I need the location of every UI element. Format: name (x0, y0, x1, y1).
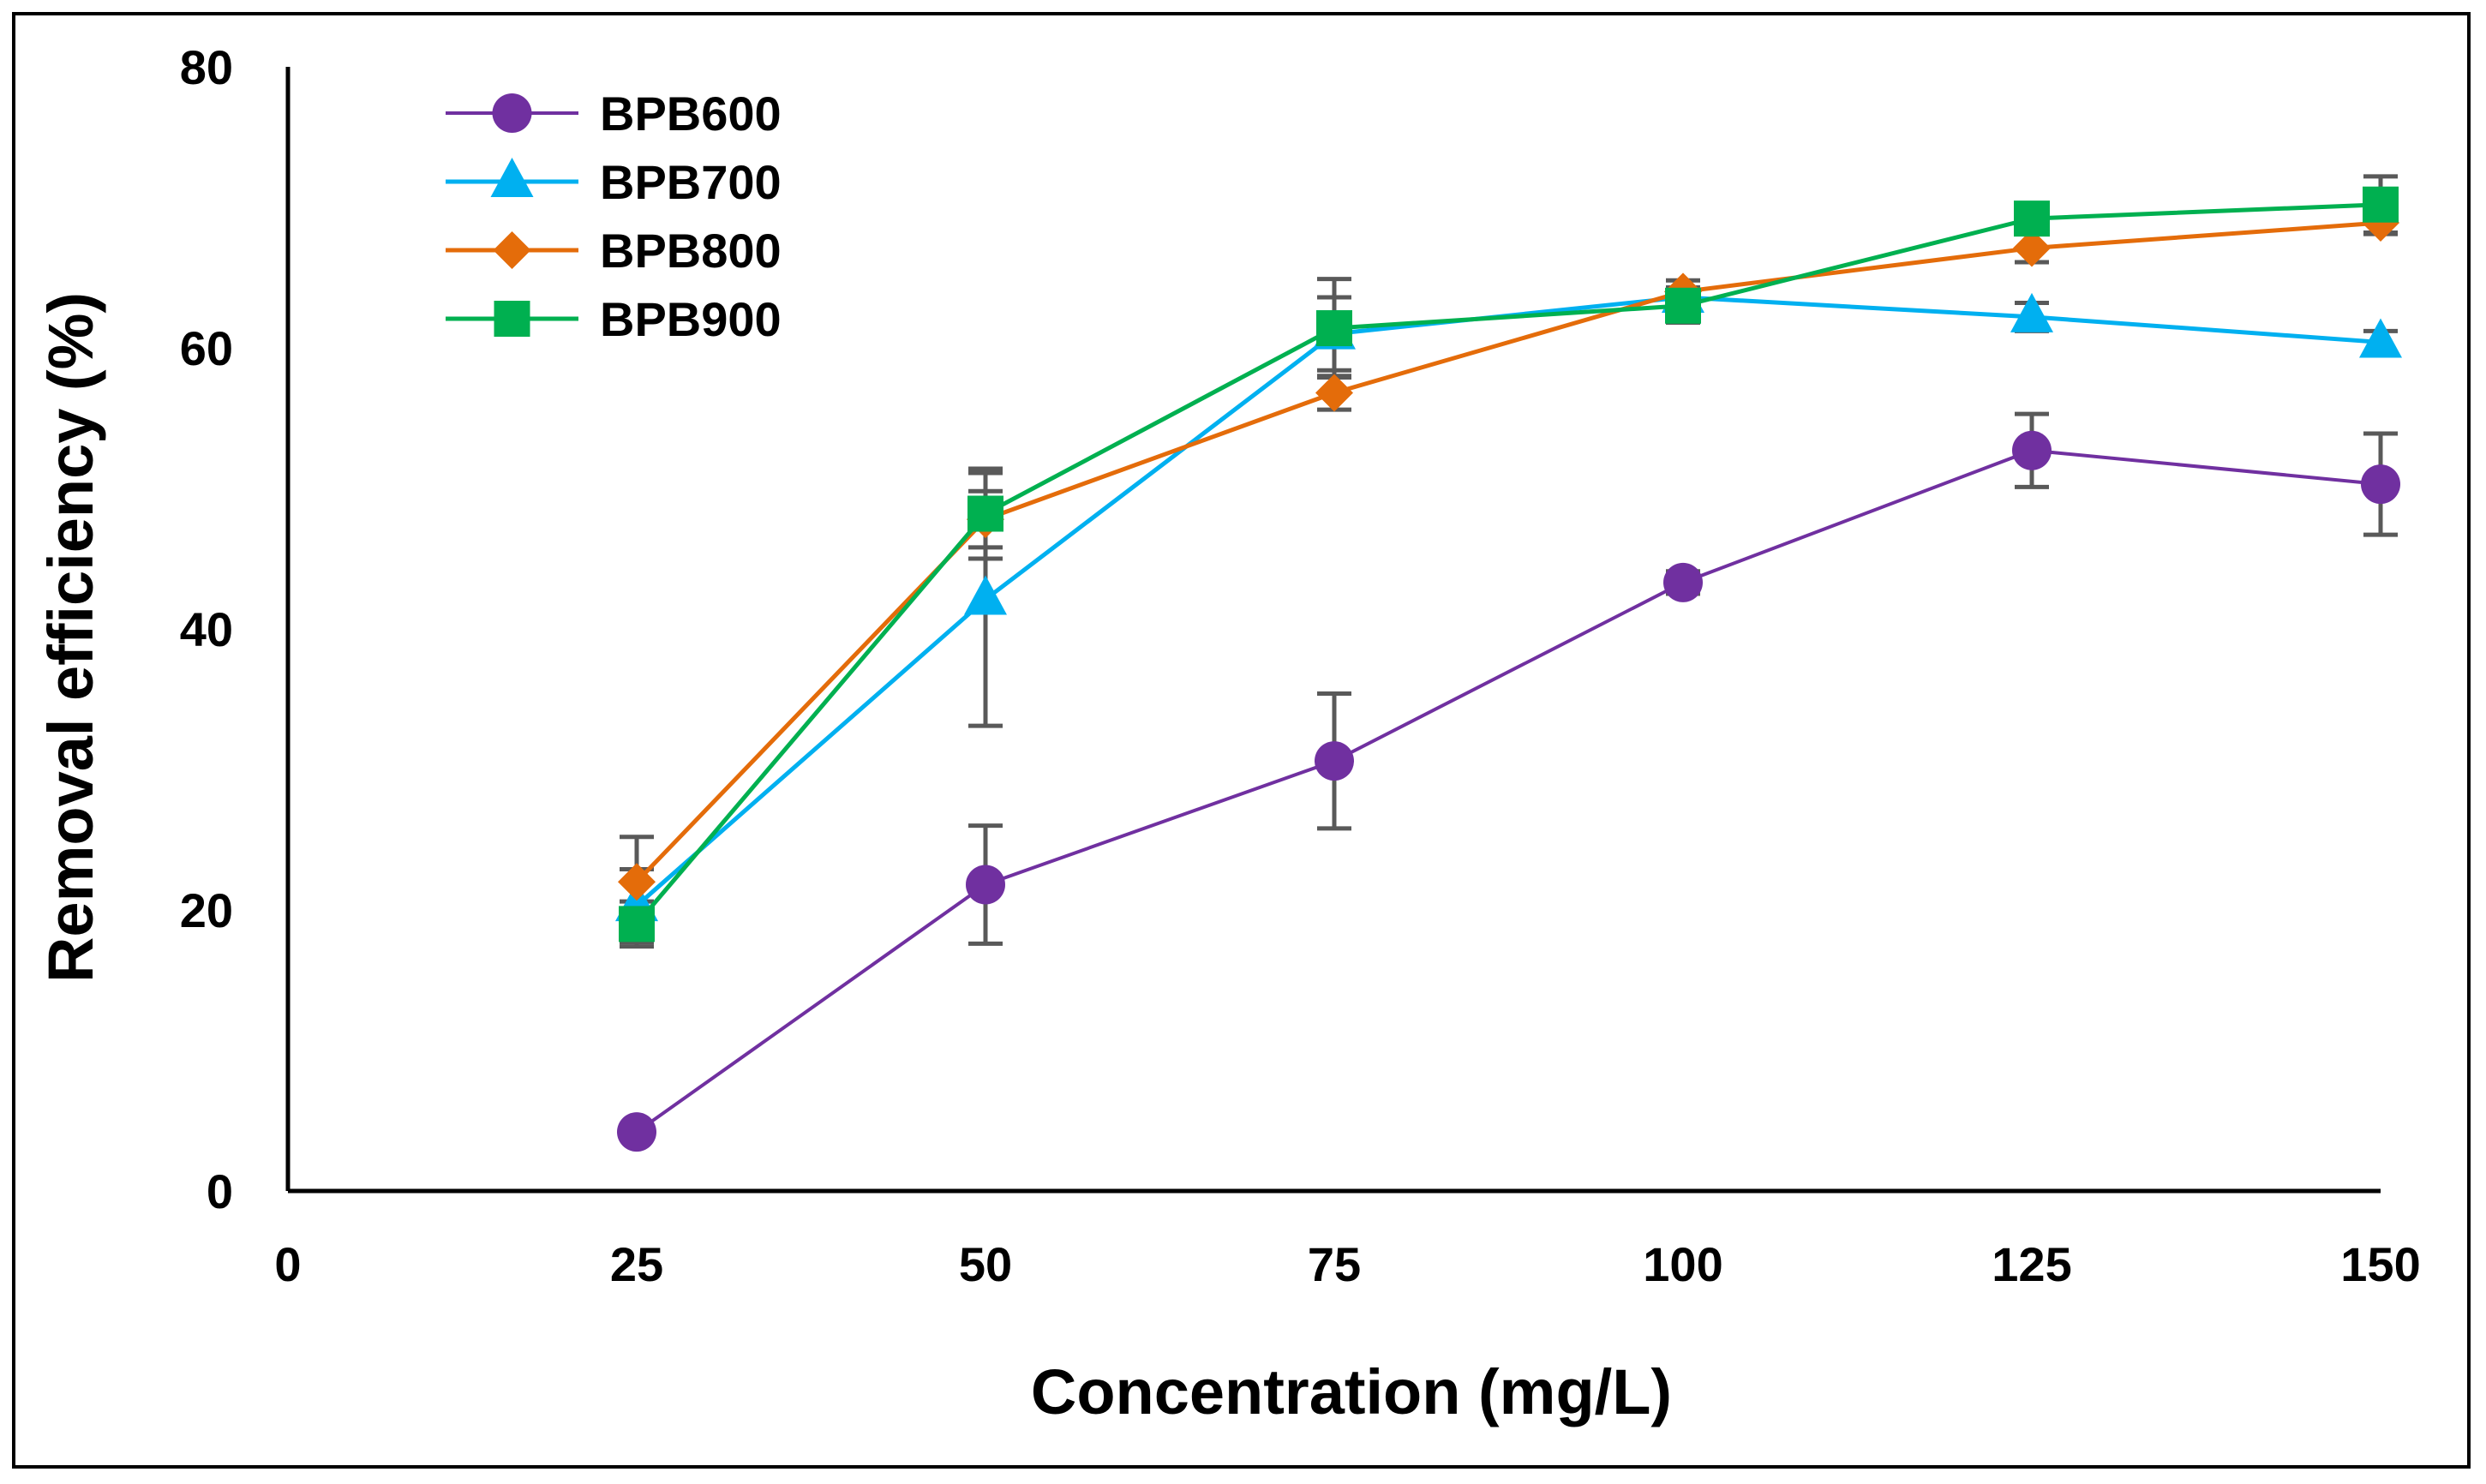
y-tick-label: 80 (180, 40, 233, 94)
data-point (2014, 200, 2050, 237)
data-point (966, 865, 1005, 905)
series-bpb800 (618, 204, 2399, 901)
legend-marker (490, 158, 534, 197)
legend-item-bpb600[interactable]: BPB600 (446, 87, 782, 141)
series-line (635, 448, 2381, 1134)
legend-label: BPB600 (600, 87, 782, 141)
series-line (635, 295, 2381, 907)
legend-item-bpb700[interactable]: BPB700 (446, 155, 782, 209)
data-point (1315, 374, 1353, 412)
y-tick-label: 0 (207, 1164, 233, 1218)
data-point (618, 863, 656, 901)
axes (285, 67, 2381, 1194)
chart-frame (12, 12, 2471, 1469)
data-point (1316, 310, 1352, 347)
y-tick-label: 40 (180, 602, 233, 656)
data-point (2362, 204, 2399, 242)
series-bpb700 (615, 272, 2402, 922)
x-axis-title: Concentration (mg/L) (1031, 1356, 1672, 1427)
data-point (2361, 464, 2400, 505)
legend-label: BPB900 (600, 292, 782, 346)
data-point (1315, 741, 1354, 781)
data-point (1665, 287, 1701, 324)
legend-label: BPB800 (600, 224, 782, 278)
data-point (2363, 186, 2399, 223)
data-point (2012, 430, 2052, 470)
legend-item-bpb800[interactable]: BPB800 (446, 224, 782, 278)
y-axis-title: Removal efficiency (%) (35, 292, 106, 983)
legend-label: BPB700 (600, 155, 782, 209)
x-tick-label: 0 (274, 1237, 301, 1291)
x-tick-labels: 0 25 50 75 100 125 150 (274, 1237, 2420, 1291)
legend-marker (492, 93, 532, 133)
data-point (967, 495, 1003, 532)
x-tick-label: 100 (1643, 1237, 1722, 1291)
data-point (964, 575, 1007, 615)
legend-item-bpb900[interactable]: BPB900 (446, 292, 782, 346)
x-tick-label: 125 (1992, 1237, 2071, 1291)
series (615, 186, 2402, 1152)
data-point (617, 1112, 656, 1152)
series-bpb600 (617, 430, 2400, 1152)
x-tick-label: 50 (959, 1237, 1012, 1291)
x-tick-label: 25 (610, 1237, 663, 1291)
y-tick-label: 20 (180, 883, 233, 937)
series-bpb900 (619, 186, 2399, 942)
x-tick-label: 150 (2340, 1237, 2420, 1291)
y-tick-label: 60 (180, 321, 233, 375)
data-point (2010, 292, 2053, 332)
data-point (1663, 562, 1703, 602)
y-tick-labels: 0 20 40 60 80 (180, 40, 233, 1218)
legend-marker (494, 301, 530, 337)
legend[interactable]: BPB600 BPB700 BPB800 BPB900 (446, 87, 782, 346)
legend-marker (493, 231, 531, 269)
data-point (2013, 229, 2051, 267)
x-tick-label: 75 (1308, 1237, 1361, 1291)
data-point (2359, 318, 2402, 358)
series-line (635, 202, 2381, 926)
data-point (619, 906, 655, 942)
error-bars (620, 174, 2398, 1140)
